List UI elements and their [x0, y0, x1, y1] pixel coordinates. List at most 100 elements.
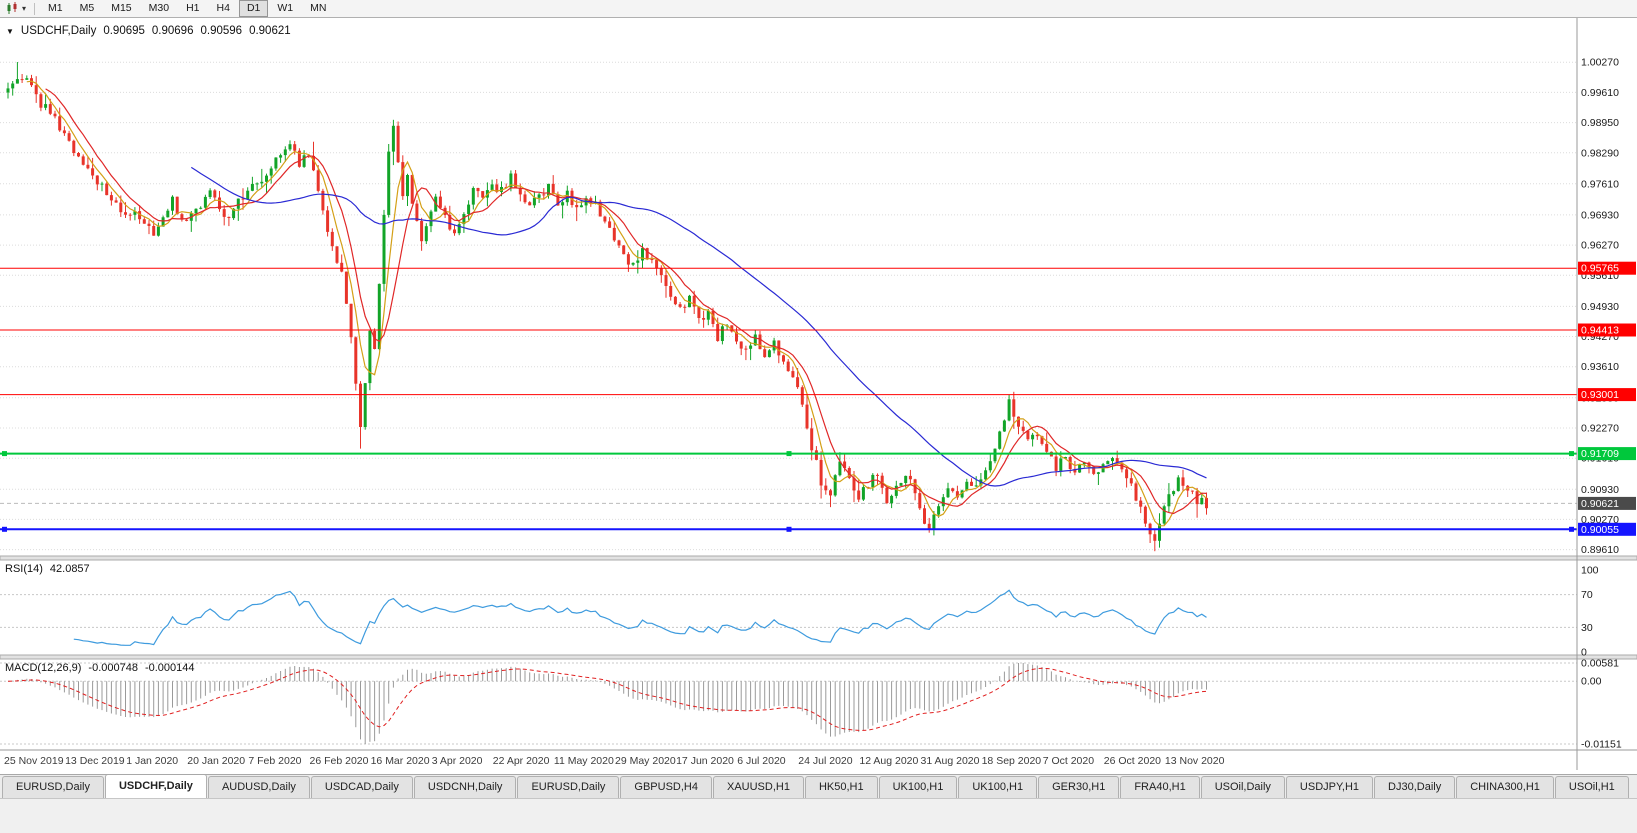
- date-axis[interactable]: 25 Nov 2019 13 Dec 2019 1 Jan 2020 20 Jan 2…: [4, 755, 1225, 767]
- chart-tab-USOil,H1[interactable]: USOil,H1: [1554, 776, 1629, 798]
- toolbar-separator: [34, 2, 36, 15]
- svg-text:3 Apr 2020: 3 Apr 2020: [432, 755, 483, 767]
- svg-text:30: 30: [1581, 622, 1593, 634]
- svg-text:26 Oct 2020: 26 Oct 2020: [1104, 755, 1161, 767]
- svg-text:0.99610: 0.99610: [1581, 87, 1619, 99]
- status-bar: [0, 798, 1637, 833]
- tabs-scroll-right-icon[interactable]: ▸: [1630, 777, 1637, 798]
- hline-handle[interactable]: [1569, 526, 1574, 532]
- svg-text:0.93610: 0.93610: [1581, 361, 1619, 373]
- chart-tab-GER30,H1[interactable]: GER30,H1: [1038, 776, 1120, 798]
- hline-handle[interactable]: [2, 451, 7, 457]
- chart-tab-EURUSD,Daily[interactable]: EURUSD,Daily: [2, 776, 104, 798]
- svg-text:0.92270: 0.92270: [1581, 422, 1619, 434]
- hline-price-tag: 0.94413: [1578, 323, 1636, 337]
- chart-tab-XAUUSD,H1[interactable]: XAUUSD,H1: [712, 776, 804, 798]
- svg-text:6 Jul 2020: 6 Jul 2020: [737, 755, 786, 767]
- svg-text:0.97610: 0.97610: [1581, 178, 1619, 190]
- hline-price-tag: 0.90055: [1578, 522, 1636, 536]
- svg-text:0.93001: 0.93001: [1581, 389, 1619, 401]
- current-price-tag: 0.90621: [1578, 496, 1636, 510]
- timeframe-button-M15[interactable]: M15: [111, 2, 132, 14]
- moving-average-lines: [26, 80, 1207, 527]
- chart-tab-UK100,H1[interactable]: UK100,H1: [958, 776, 1038, 798]
- chart-tab-AUDUSD,Daily[interactable]: AUDUSD,Daily: [207, 776, 310, 798]
- timeframe-button-W1[interactable]: W1: [277, 2, 294, 14]
- svg-text:26 Feb 2020: 26 Feb 2020: [310, 755, 369, 767]
- svg-text:20 Jan 2020: 20 Jan 2020: [187, 755, 245, 767]
- timeframe-button-M30[interactable]: M30: [148, 2, 170, 14]
- chart-tab-EURUSD,Daily[interactable]: EURUSD,Daily: [517, 776, 620, 798]
- svg-text:0.94413: 0.94413: [1581, 325, 1619, 337]
- svg-text:7 Oct 2020: 7 Oct 2020: [1043, 755, 1095, 767]
- chart-tab-UK100,H1[interactable]: UK100,H1: [878, 776, 958, 798]
- chart-tab-USDCAD,Daily[interactable]: USDCAD,Daily: [310, 776, 413, 798]
- panel-separator[interactable]: [0, 555, 1637, 561]
- chart-tab-HK50,H1[interactable]: HK50,H1: [804, 776, 878, 798]
- timeframe-button-H4[interactable]: H4: [216, 2, 230, 14]
- chart-tab-USDCHF,Daily[interactable]: USDCHF,Daily: [104, 775, 207, 798]
- timeframe-button-H1[interactable]: H1: [186, 2, 200, 14]
- svg-text:0.98290: 0.98290: [1581, 147, 1619, 159]
- timeframe-button-MN[interactable]: MN: [310, 2, 327, 14]
- svg-text:12 Aug 2020: 12 Aug 2020: [859, 755, 918, 767]
- chart-tab-DJ30,Daily[interactable]: DJ30,Daily: [1374, 776, 1456, 798]
- chart-tab-FRA40,H1[interactable]: FRA40,H1: [1120, 776, 1200, 798]
- hline-handle[interactable]: [786, 451, 792, 457]
- svg-text:0: 0: [1581, 647, 1587, 659]
- chart-window: 1.00270 0.99610 0.98950 0.98290 0.97610 0.969…: [0, 18, 1637, 774]
- svg-text:0.90621: 0.90621: [1581, 498, 1619, 510]
- timeframe-button-M1[interactable]: M1: [48, 2, 63, 14]
- svg-text:0.95765: 0.95765: [1581, 263, 1619, 275]
- svg-text:16 Mar 2020: 16 Mar 2020: [371, 755, 430, 767]
- hline-price-tag: 0.93001: [1578, 388, 1636, 402]
- svg-text:0.00: 0.00: [1581, 676, 1602, 688]
- svg-text:13 Nov 2020: 13 Nov 2020: [1165, 755, 1225, 767]
- svg-text:31 Aug 2020: 31 Aug 2020: [921, 755, 980, 767]
- chart-tab-USDJPY,H1[interactable]: USDJPY,H1: [1285, 776, 1374, 798]
- chart-tab-USDCNH,Daily[interactable]: USDCNH,Daily: [413, 776, 517, 798]
- chart-canvas[interactable]: 1.00270 0.99610 0.98950 0.98290 0.97610 0.969…: [0, 18, 1637, 774]
- svg-text:0.00581: 0.00581: [1581, 658, 1619, 670]
- svg-text:29 May 2020: 29 May 2020: [615, 755, 676, 767]
- macd-signal-line: [7, 667, 1207, 731]
- hline-price-tag: 0.95765: [1578, 261, 1636, 275]
- timeframe-button-M5[interactable]: M5: [79, 2, 95, 14]
- price-gridlines: [0, 61, 1577, 551]
- candles-layer: [6, 62, 1208, 552]
- svg-text:22 Apr 2020: 22 Apr 2020: [493, 755, 550, 767]
- price-scale[interactable]: 1.00270 0.99610 0.98950 0.98290 0.97610 0.969…: [1578, 57, 1636, 751]
- toolbar: ▾ M1 M5 M15 M30 H1 H4 D1 W1 MN: [0, 0, 1637, 18]
- chart-tab-USOil,Daily[interactable]: USOil,Daily: [1200, 776, 1285, 798]
- svg-text:-0.01151: -0.01151: [1581, 739, 1622, 751]
- chart-type-icon[interactable]: [4, 2, 22, 16]
- panel-separator[interactable]: [0, 654, 1637, 660]
- hline-handle[interactable]: [1569, 451, 1574, 457]
- svg-text:0.89610: 0.89610: [1581, 544, 1619, 556]
- svg-text:100: 100: [1581, 565, 1599, 577]
- svg-text:0.91709: 0.91709: [1581, 448, 1619, 460]
- rsi-line: [73, 589, 1207, 646]
- svg-text:0.96930: 0.96930: [1581, 209, 1619, 221]
- svg-text:1 Jan 2020: 1 Jan 2020: [126, 755, 178, 767]
- svg-text:70: 70: [1581, 589, 1593, 601]
- svg-text:1.00270: 1.00270: [1581, 57, 1619, 69]
- svg-text:11 May 2020: 11 May 2020: [554, 755, 614, 767]
- svg-text:0.96270: 0.96270: [1581, 240, 1619, 252]
- timeframe-toolbar: M1 M5 M15 M30 H1 H4 D1 W1 MN: [40, 0, 334, 17]
- hline-handle[interactable]: [2, 526, 7, 532]
- macd-histogram: [12, 663, 1207, 744]
- svg-text:25 Nov 2019: 25 Nov 2019: [4, 755, 64, 767]
- hline-handle[interactable]: [786, 526, 792, 532]
- chart-tab-GBPUSD,H4[interactable]: GBPUSD,H4: [620, 776, 712, 798]
- chart-type-dropdown-caret-icon[interactable]: ▾: [22, 4, 27, 13]
- svg-text:24 Jul 2020: 24 Jul 2020: [798, 755, 852, 767]
- svg-text:18 Sep 2020: 18 Sep 2020: [982, 755, 1042, 767]
- chart-tab-bar: EURUSD,Daily USDCHF,Daily AUDUSD,Daily USDC…: [0, 774, 1637, 798]
- chart-tab-CHINA300,H1[interactable]: CHINA300,H1: [1456, 776, 1554, 798]
- svg-text:17 Jun 2020: 17 Jun 2020: [676, 755, 734, 767]
- horizontal-lines-layer: [0, 267, 1577, 532]
- svg-text:0.90055: 0.90055: [1581, 524, 1619, 536]
- svg-text:7 Feb 2020: 7 Feb 2020: [248, 755, 301, 767]
- timeframe-button-D1[interactable]: D1: [238, 0, 269, 17]
